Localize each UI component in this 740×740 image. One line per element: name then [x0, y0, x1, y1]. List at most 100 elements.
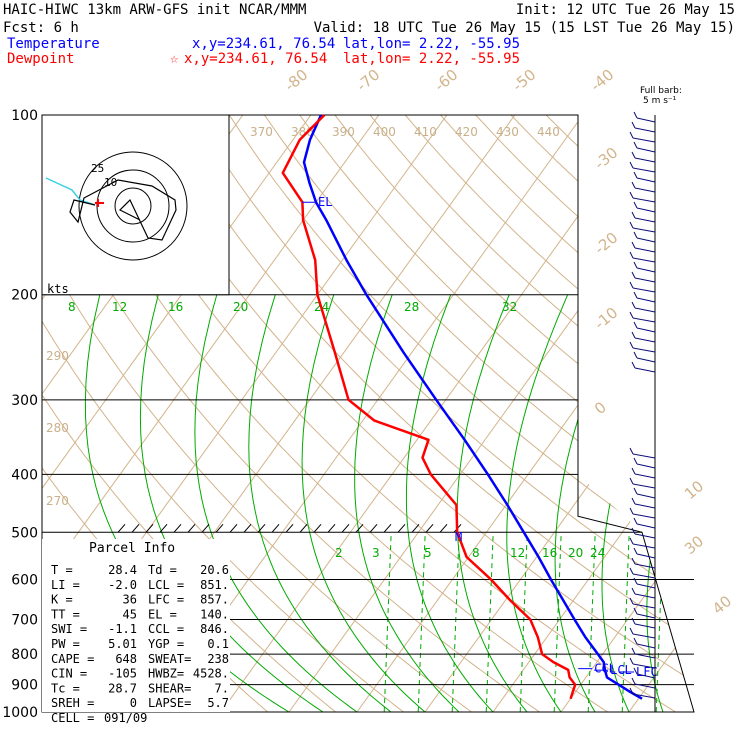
mixing-ratio-label: 12: [112, 300, 127, 314]
parcel-info-value: 5.7: [207, 696, 229, 710]
mixing-ratio-label: 28: [404, 300, 419, 314]
pressure-tick-label: 200: [11, 288, 38, 304]
parcel-info-title: Parcel Info: [89, 541, 175, 556]
mixing-ratio-label: 16: [542, 546, 557, 560]
isotherm-label: 40: [709, 592, 735, 618]
parcel-info-label: YGP =: [148, 637, 184, 651]
wind-barb-flag: [629, 567, 634, 575]
isotherm-line: [424, 115, 694, 712]
pressure-tick-label: 300: [11, 393, 38, 409]
mixing-ratio-label: 20: [233, 300, 248, 314]
wind-barb: [634, 367, 656, 373]
pressure-tick-label: 400: [11, 467, 38, 483]
lcl-marker: LCL: [610, 663, 632, 677]
parcel-info-value: 857.: [200, 593, 229, 607]
wind-barb: [636, 267, 656, 273]
dry-adiabat-line: [42, 115, 472, 712]
isotherm-line: [697, 115, 740, 712]
pressure-tick-label: 500: [11, 525, 38, 541]
wind-barb: [636, 643, 656, 649]
wind-barb: [634, 563, 656, 569]
dewpoint-legend: Dewpoint: [7, 51, 74, 67]
parcel-info-value: -2.0: [108, 578, 137, 592]
wind-barb-flag: [629, 341, 634, 349]
hatch-mark: [341, 523, 350, 533]
moist-adiabat-line: [646, 294, 694, 712]
hatch-mark: [187, 523, 196, 533]
hatch-mark: [145, 523, 154, 533]
wind-barb: [636, 553, 656, 559]
parcel-info-label: T =: [51, 563, 73, 577]
mixing-ratio-line: [383, 532, 392, 712]
el-marker: EL: [318, 195, 332, 209]
wind-barb-flag: [633, 231, 638, 239]
wind-barb: [632, 513, 656, 519]
mixing-ratio-line: [655, 532, 664, 712]
wind-barb: [632, 287, 656, 293]
ccl-marker: CCL: [594, 662, 616, 676]
isotherm-label: -60: [431, 66, 461, 96]
mixing-ratio-label: 8: [472, 546, 480, 560]
hatch-mark: [271, 523, 280, 533]
dry-adiabat-line: [88, 115, 676, 712]
isotherm-label: -30: [591, 144, 621, 174]
wind-barb-flag: [629, 507, 634, 515]
mixing-ratio-label: 32: [502, 300, 517, 314]
mixing-ratio-label: 24: [590, 546, 605, 560]
parcel-info-label: PW =: [51, 637, 80, 651]
wind-barb: [636, 117, 656, 123]
wind-barb: [634, 157, 656, 163]
wind-barb-flag: [629, 311, 634, 319]
parcel-info-box: [42, 539, 230, 712]
dry-adiabat-label: 290: [46, 349, 69, 363]
wind-barb-flag: [629, 597, 634, 605]
dewpoint-marker: ☆: [170, 51, 179, 67]
pressure-tick-label: 900: [11, 678, 38, 694]
wind-barb: [634, 593, 656, 599]
isotherm-line: [42, 115, 380, 712]
hatch-mark: [299, 523, 308, 533]
wind-barb-flag: [633, 171, 638, 179]
parcel-info-value: 36: [123, 593, 137, 607]
wind-barb: [636, 327, 656, 333]
wind-barb-flag: [631, 617, 636, 625]
header-title: HAIC-HIWC 13km ARW-GFS init NCAR/MMM: [3, 2, 306, 18]
temperature-xy: x,y=234.61, 76.54: [192, 36, 335, 52]
temperature-latlon: lat,lon= 2.22, -55.95: [343, 36, 520, 52]
wind-barb-flag: [633, 667, 638, 675]
mixing-ratio-line: [519, 532, 528, 712]
dry-adiabat-line: [42, 115, 540, 712]
hatch-mark: [243, 523, 252, 533]
isotherm-line: [492, 115, 694, 712]
mixing-ratio-label: 8: [68, 300, 76, 314]
parcel-info-label: TT =: [51, 607, 80, 621]
parcel-info-label: SHEAR=: [148, 681, 191, 695]
parcel-info-value: 091/09: [104, 711, 147, 725]
parcel-info-value: -105: [108, 667, 137, 681]
hatch-mark: [201, 523, 210, 533]
wind-barb: [634, 473, 656, 479]
wind-barb-flag: [631, 151, 636, 159]
wind-barb: [636, 613, 656, 619]
pressure-tick-label: 700: [11, 613, 38, 629]
wind-barb: [632, 197, 656, 203]
hodograph-ring: [114, 187, 152, 225]
barb-header: Full barb:: [640, 86, 682, 96]
temperature-trace: [302, 114, 643, 700]
isotherm-label: 0: [591, 398, 610, 418]
wind-barb: [634, 247, 656, 253]
parcel-info-label: HWBZ=: [148, 667, 184, 681]
wind-barb-flag: [633, 517, 638, 525]
wind-barb-flag: [629, 161, 634, 169]
parcel-info-value: 7.: [215, 681, 229, 695]
mixing-ratio-line: [451, 532, 460, 712]
wind-barb-flag: [629, 447, 634, 455]
wind-barb-flag: [631, 467, 636, 475]
hatch-mark: [159, 523, 168, 533]
dry-adiabat-line: [52, 115, 608, 712]
hatch-mark: [411, 523, 420, 533]
parcel-info-value: 5.01: [108, 637, 137, 651]
dry-adiabat-label: 370: [250, 125, 273, 139]
wind-barb-flag: [633, 487, 638, 495]
